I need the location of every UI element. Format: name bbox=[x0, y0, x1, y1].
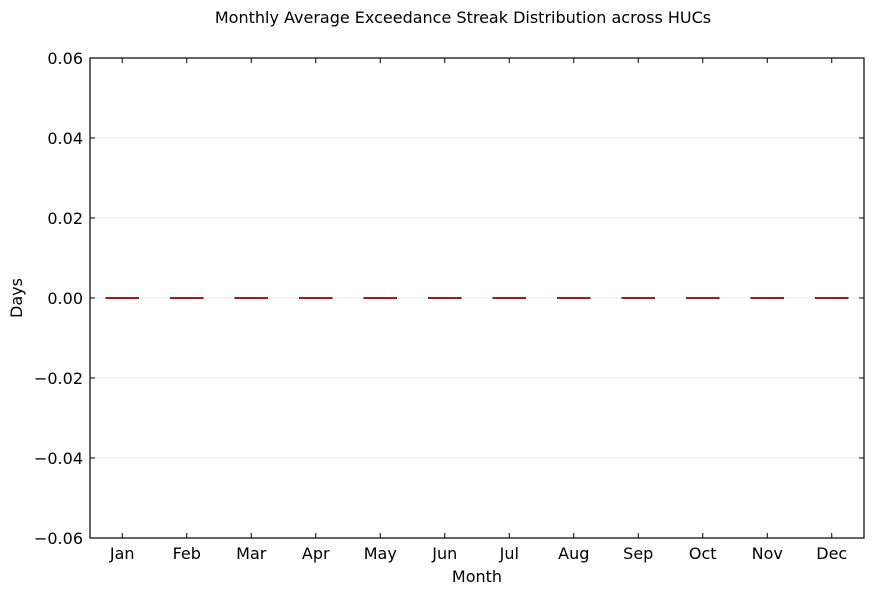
y-tick-label: −0.02 bbox=[34, 369, 83, 388]
x-tick-label: Mar bbox=[236, 544, 267, 563]
x-tick-label: Dec bbox=[816, 544, 847, 563]
x-axis-label: Month bbox=[452, 567, 502, 586]
x-tick-label: Apr bbox=[302, 544, 330, 563]
y-tick-label: 0.02 bbox=[47, 209, 83, 228]
x-tick-label: Oct bbox=[689, 544, 717, 563]
x-tick-label: Feb bbox=[173, 544, 201, 563]
y-tick-label: −0.06 bbox=[34, 529, 83, 548]
x-tick-label: May bbox=[364, 544, 397, 563]
x-tick-label: Jun bbox=[431, 544, 457, 563]
boxes bbox=[105, 297, 849, 299]
grid bbox=[90, 137, 864, 459]
x-tick-label: Nov bbox=[752, 544, 783, 563]
x-tick-label: Sep bbox=[623, 544, 653, 563]
x-axis: Jan Feb Mar Apr May Jun Jul Aug Sep Oct Nov Dec bbox=[109, 58, 847, 563]
y-tick-label: 0.04 bbox=[47, 129, 83, 148]
x-tick-label: Jan bbox=[109, 544, 135, 563]
y-axis: 0.06 0.04 0.02 0.00 −0.02 −0.04 −0.06 bbox=[34, 49, 864, 548]
y-tick-label: 0.06 bbox=[47, 49, 83, 68]
x-tick-label: Aug bbox=[558, 544, 589, 563]
chart-title: Monthly Average Exceedance Streak Distri… bbox=[215, 8, 711, 27]
y-tick-label: 0.00 bbox=[47, 289, 83, 308]
x-tick-label: Jul bbox=[499, 544, 519, 563]
y-tick-label: −0.04 bbox=[34, 449, 83, 468]
y-axis-label: Days bbox=[7, 278, 26, 318]
